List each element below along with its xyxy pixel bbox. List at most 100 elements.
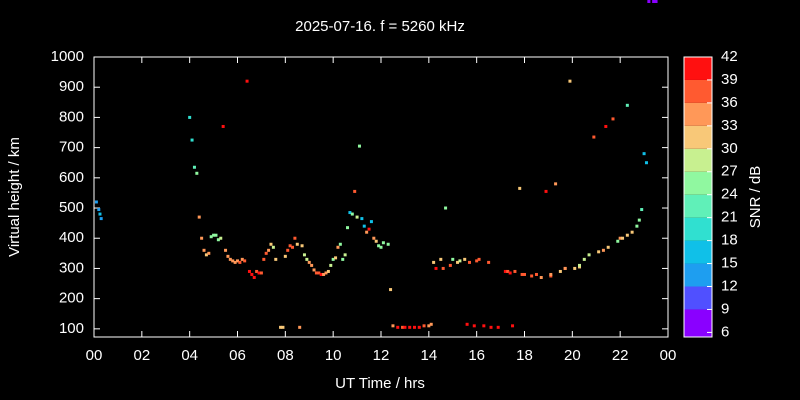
data-point — [331, 257, 335, 261]
data-point — [300, 244, 304, 248]
data-point — [441, 266, 445, 270]
data-point — [477, 257, 481, 261]
colorbar-band — [684, 240, 712, 264]
data-point — [283, 254, 287, 258]
data-point — [341, 257, 345, 261]
data-point — [482, 324, 486, 328]
data-point — [319, 272, 323, 276]
data-point — [348, 211, 352, 215]
y-tick-label: 500 — [59, 199, 84, 216]
data-point — [549, 274, 553, 278]
data-point — [188, 115, 192, 119]
data-point — [310, 263, 314, 267]
data-point — [224, 248, 228, 252]
data-point — [467, 260, 471, 264]
data-point — [97, 208, 101, 212]
data-point — [343, 253, 347, 257]
y-tick-label: 700 — [59, 139, 84, 156]
data-point — [403, 325, 407, 329]
colorbar-tick-label: 39 — [721, 71, 738, 88]
data-point — [99, 217, 103, 221]
colorbar-label: SNR / dB — [747, 166, 764, 229]
data-point — [365, 230, 369, 234]
data-point — [350, 212, 354, 216]
data-point — [372, 236, 376, 240]
data-point — [604, 124, 608, 128]
data-point — [401, 325, 405, 329]
data-point — [293, 236, 297, 240]
colorbar-band — [684, 57, 712, 80]
colorbar-band — [684, 286, 712, 310]
data-point — [360, 217, 364, 221]
data-point — [228, 257, 232, 261]
data-point — [554, 182, 558, 186]
data-point — [362, 224, 366, 228]
data-point — [329, 263, 333, 267]
data-point — [281, 325, 285, 329]
data-point — [587, 253, 591, 257]
x-tick-label: 16 — [468, 347, 485, 364]
data-point — [429, 322, 433, 326]
data-point — [506, 269, 510, 273]
colorbar-tick-label: 9 — [721, 300, 729, 317]
data-point — [240, 257, 244, 261]
data-point — [508, 271, 512, 275]
data-point — [578, 263, 582, 267]
data-point — [346, 226, 350, 230]
colorbar-frame — [683, 56, 713, 338]
data-point — [214, 233, 218, 237]
data-point — [259, 271, 263, 275]
data-point — [204, 253, 208, 257]
data-point — [489, 325, 493, 329]
data-point — [252, 275, 256, 279]
data-point — [568, 79, 572, 83]
data-point — [606, 245, 610, 249]
colorbar-band — [684, 217, 712, 241]
colorbar-tick-label: 21 — [721, 209, 738, 226]
data-point — [298, 325, 302, 329]
data-point — [592, 135, 596, 139]
colorbar-tick-label: 24 — [721, 186, 738, 203]
y-tick-label: 600 — [59, 169, 84, 186]
data-point — [386, 242, 390, 246]
data-point — [487, 260, 491, 264]
data-point — [520, 272, 524, 276]
data-point — [317, 271, 321, 275]
colorbar-tick-label: 12 — [721, 277, 738, 294]
data-point — [503, 269, 507, 273]
data-point — [377, 244, 381, 248]
x-axis-label: UT Time / hrs — [335, 375, 425, 392]
data-point — [475, 259, 479, 263]
data-point — [353, 189, 357, 193]
data-point — [465, 322, 469, 326]
data-point — [238, 260, 242, 264]
data-point — [264, 251, 268, 255]
x-tick-label: 20 — [564, 347, 581, 364]
data-point — [534, 272, 538, 276]
x-tick-label: 04 — [181, 347, 198, 364]
data-point — [640, 208, 644, 212]
x-tick-label: 12 — [373, 347, 390, 364]
data-point — [369, 220, 373, 224]
data-point — [511, 324, 515, 328]
colorbar-band — [684, 79, 712, 103]
data-point — [233, 260, 237, 264]
y-axis-label: Virtual height / km — [6, 137, 23, 257]
data-point — [523, 272, 526, 276]
data-point — [245, 79, 249, 83]
data-point — [652, 0, 656, 3]
data-point — [496, 325, 500, 329]
data-point — [417, 325, 421, 329]
data-point — [302, 253, 306, 257]
data-point — [307, 260, 311, 264]
data-point — [219, 236, 223, 240]
data-point — [322, 272, 326, 276]
data-point — [262, 257, 266, 261]
x-tick-label: 00 — [660, 347, 677, 364]
data-point — [336, 245, 340, 249]
data-point — [654, 0, 658, 3]
data-point — [642, 152, 646, 156]
colorbar-tick-label: 33 — [721, 117, 738, 134]
data-point — [630, 230, 634, 234]
y-tick-label: 300 — [59, 259, 84, 276]
